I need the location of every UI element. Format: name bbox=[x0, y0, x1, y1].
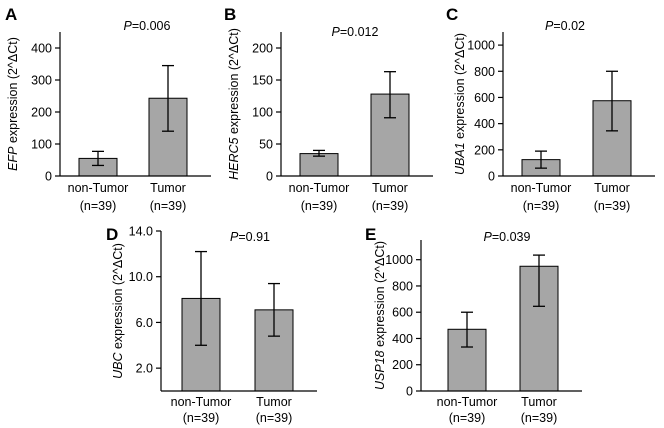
panel-e-p-symbol: P bbox=[484, 230, 493, 244]
panel-b-category-label: Tumor bbox=[372, 181, 408, 195]
panel-b-y-tick-label: 100 bbox=[252, 106, 273, 120]
panel-c-p-symbol: P bbox=[545, 19, 554, 33]
panel-d-y-tick-label: 10.0 bbox=[129, 270, 153, 284]
panel-d-y-axis-unit: expression (2^ΔCt) bbox=[111, 243, 125, 352]
panel-e-y-tick-label: 200 bbox=[392, 358, 413, 372]
panel-b-y-axis-unit: expression (2^ΔCt) bbox=[227, 28, 241, 137]
panel-d-error-bar-tumor bbox=[268, 282, 280, 337]
panel-a-p-value-label: P=0.006 bbox=[124, 19, 171, 33]
panel-e-p-value: =0.039 bbox=[492, 230, 531, 244]
panel-e-y-axis-unit: expression (2^ΔCt) bbox=[373, 241, 387, 350]
panel-e-category-label: non-Tumor bbox=[437, 395, 498, 409]
panel-d-y-axis-label: UBC expression (2^ΔCt) bbox=[111, 243, 125, 379]
panel-a-p-value: =0.006 bbox=[132, 19, 171, 33]
panel-c: C P=0.02 UBA1 expression (2^ΔCt) non-Tumor (… bbox=[446, 5, 655, 213]
panel-c-p-value-label: P=0.02 bbox=[545, 19, 585, 33]
panel-d-y-tick-label: 14.0 bbox=[129, 225, 153, 239]
panel-d-n-label: (n=39) bbox=[256, 411, 292, 425]
panel-b-p-value-label: P=0.012 bbox=[332, 25, 379, 39]
panel-e-y-axis-label: USP18 expression (2^ΔCt) bbox=[373, 241, 387, 390]
panel-c-gene-name: UBA1 bbox=[453, 142, 467, 175]
panel-a-letter: A bbox=[5, 5, 17, 24]
panel-b-n-label: (n=39) bbox=[372, 199, 408, 213]
panel-b: B P=0.012 HERC5 expression (2^ΔCt) non-Tumo… bbox=[224, 5, 433, 213]
panel-a-n-label: (n=39) bbox=[150, 199, 186, 213]
panel-b-y-tick-label: 200 bbox=[252, 42, 273, 56]
panel-c-category-label: Tumor bbox=[594, 181, 630, 195]
panel-c-y-tick-label: 400 bbox=[474, 117, 495, 131]
panel-a-error-bar-non-tumor bbox=[92, 150, 104, 167]
panel-b-y-tick-label: 150 bbox=[252, 74, 273, 88]
panel-b-error-bar-non-tumor bbox=[313, 149, 325, 157]
panel-e-y-tick-label: 800 bbox=[392, 279, 413, 293]
panel-b-letter: B bbox=[224, 5, 236, 24]
panel-c-y-tick-label: 600 bbox=[474, 91, 495, 105]
panel-a-y-tick-label: 100 bbox=[31, 138, 52, 152]
panel-d-category-label: non-Tumor bbox=[171, 395, 232, 409]
panel-a-p-symbol: P bbox=[124, 19, 133, 33]
panel-c-category-label: non-Tumor bbox=[511, 181, 572, 195]
panel-b-gene-name: HERC5 bbox=[227, 137, 241, 179]
panel-c-error-bar-non-tumor bbox=[535, 150, 547, 169]
panel-a-n-label: (n=39) bbox=[80, 199, 116, 213]
panel-e-y-tick-label: 0 bbox=[406, 385, 413, 399]
panel-d-gene-name: UBC bbox=[111, 352, 125, 379]
panel-b-p-symbol: P bbox=[332, 25, 341, 39]
panel-c-letter: C bbox=[446, 5, 458, 24]
panel-e-letter: E bbox=[365, 225, 376, 244]
panel-e-n-label: (n=39) bbox=[521, 411, 557, 425]
panel-c-n-label: (n=39) bbox=[523, 199, 559, 213]
panel-a-y-axis-unit: expression (2^ΔCt) bbox=[6, 37, 20, 146]
panel-c-p-value: =0.02 bbox=[553, 19, 585, 33]
panel-d-letter: D bbox=[106, 225, 118, 244]
panel-c-y-axis-unit: expression (2^ΔCt) bbox=[453, 33, 467, 142]
panel-d-p-symbol: P bbox=[230, 230, 239, 244]
panel-e-error-bar-non-tumor bbox=[461, 311, 473, 348]
panel-a-y-tick-label: 400 bbox=[31, 42, 52, 56]
panel-a-error-bar-tumor bbox=[162, 64, 174, 132]
panel-c-y-tick-label: 0 bbox=[488, 170, 495, 184]
panel-a-y-tick-label: 300 bbox=[31, 74, 52, 88]
panel-b-n-label: (n=39) bbox=[301, 199, 337, 213]
panel-d-y-tick-label: 6.0 bbox=[136, 316, 153, 330]
panel-b-error-bar-tumor bbox=[384, 71, 396, 119]
panel-d-category-label: Tumor bbox=[256, 395, 292, 409]
panel-a-gene-name: EFP bbox=[6, 146, 20, 171]
panel-b-p-value: =0.012 bbox=[340, 25, 379, 39]
panel-e-y-tick-label: 400 bbox=[392, 332, 413, 346]
panel-d-error-bar-non-tumor bbox=[195, 250, 207, 346]
panel-c-error-bar-tumor bbox=[606, 70, 618, 132]
panel-e-error-bar-tumor bbox=[533, 254, 545, 307]
panel-b-y-tick-label: 50 bbox=[259, 138, 273, 152]
panel-e-p-value-label: P=0.039 bbox=[484, 230, 531, 244]
panel-d-p-value-label: P=0.91 bbox=[230, 230, 270, 244]
panel-d-n-label: (n=39) bbox=[183, 411, 219, 425]
panel-e: E P=0.039 USP18 expression (2^ΔCt) non-Tumo… bbox=[365, 225, 582, 425]
panel-b-bar-non-tumor bbox=[299, 153, 339, 177]
panel-d-y-tick-label: 2.0 bbox=[136, 362, 153, 376]
panel-b-y-axis-label: HERC5 expression (2^ΔCt) bbox=[227, 28, 241, 180]
panel-e-y-tick-label: 1000 bbox=[385, 253, 413, 267]
panel-a-y-tick-label: 0 bbox=[45, 170, 52, 184]
panel-e-n-label: (n=39) bbox=[449, 411, 485, 425]
panel-c-y-tick-label: 1000 bbox=[467, 39, 495, 53]
panel-a-y-tick-label: 200 bbox=[31, 106, 52, 120]
panel-e-gene-name: USP18 bbox=[373, 350, 387, 390]
panel-c-n-label: (n=39) bbox=[594, 199, 630, 213]
panel-c-y-axis-label: UBA1 expression (2^ΔCt) bbox=[453, 33, 467, 175]
panel-b-category-label: non-Tumor bbox=[289, 181, 350, 195]
panel-a-category-label: non-Tumor bbox=[68, 181, 129, 195]
panel-d-p-value: =0.91 bbox=[238, 230, 270, 244]
panel-b-y-tick-label: 0 bbox=[266, 170, 273, 184]
panel-d: D P=0.91 UBC expression (2^ΔCt) non-Tumor (n… bbox=[106, 225, 317, 425]
panel-e-y-tick-label: 600 bbox=[392, 306, 413, 320]
panel-c-y-tick-label: 800 bbox=[474, 65, 495, 79]
panel-a: A P=0.006 EFP expression (2^ΔCt) non-Tumor (… bbox=[5, 5, 211, 213]
panel-a-y-axis-label: EFP expression (2^ΔCt) bbox=[6, 37, 20, 171]
panel-c-y-tick-label: 200 bbox=[474, 143, 495, 157]
panel-e-category-label: Tumor bbox=[521, 395, 557, 409]
panel-a-category-label: Tumor bbox=[150, 181, 186, 195]
